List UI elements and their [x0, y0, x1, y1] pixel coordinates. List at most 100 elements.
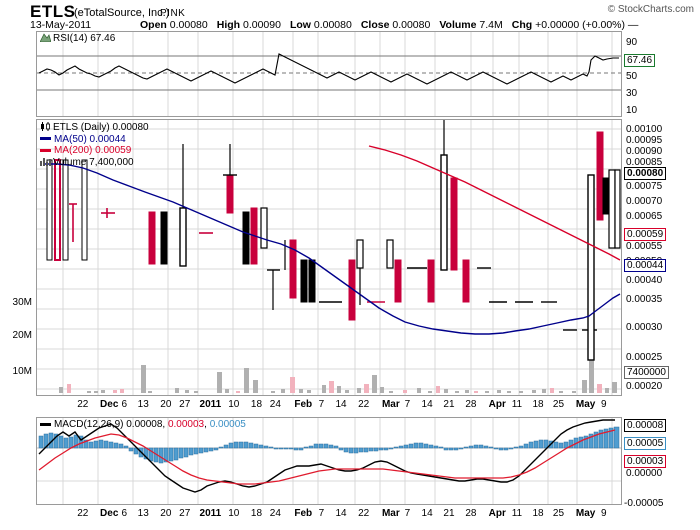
price-ytick-5: 0.00075 — [626, 181, 663, 192]
volume-ytick-10m: 10M — [12, 366, 32, 377]
x-axis-tick-24: 9 — [600, 508, 607, 519]
company-name: (eTotalSource, Inc.) — [74, 7, 170, 19]
rsi-value-callout: 67.46 — [624, 54, 656, 67]
quote-field-high: High 0.00090 — [217, 19, 281, 31]
x-axis-tick-12: 14 — [335, 508, 347, 519]
x-axis-tick-13: 22 — [358, 399, 370, 410]
x-axis-tick-10: Feb — [294, 399, 313, 410]
market-label: PINK — [160, 8, 186, 19]
x-axis-tick-15: 7 — [404, 508, 411, 519]
volume-bars-icon — [40, 157, 51, 166]
macd-line — [38, 419, 615, 493]
x-axis-tick-16: 14 — [421, 399, 433, 410]
price-ytick-12: 0.00040 — [626, 275, 663, 286]
x-axis-tick-6: 2011 — [199, 399, 222, 410]
macd-legend-sep2: , — [204, 419, 207, 430]
quote-summary-row: 13-May-2011 Open 0.00080 High 0.00090 Low 0… — [30, 20, 647, 31]
x-axis-tick-16: 14 — [421, 508, 433, 519]
rsi-legend-row: RSI(14) 67.46 — [40, 33, 115, 45]
x-axis-tick-5: 27 — [179, 399, 191, 410]
price-ytick-15: 0.00025 — [626, 352, 663, 363]
macd-histogram — [38, 426, 620, 464]
rsi-ytick-50: 50 — [626, 71, 638, 82]
x-axis-tick-23: May — [575, 508, 596, 519]
macd-signal-line — [38, 429, 616, 485]
volume-ytick-30m: 30M — [12, 297, 32, 308]
rsi-gridlines — [62, 32, 613, 116]
price-ytick-13: 0.00035 — [626, 294, 663, 305]
quote-value-high: 0.00090 — [242, 19, 281, 31]
quote-label-volume: Volume — [439, 19, 477, 31]
ma200-line — [368, 145, 621, 261]
quote-label-close: Close — [360, 19, 390, 31]
price-legend: ETLS (Daily) 0.00080 MA(50) 0.00044 MA(2… — [40, 122, 149, 168]
x-axis-tick-3: 13 — [137, 399, 149, 410]
macd-callout-hist: 0.00005 — [624, 437, 667, 450]
stockcharts-brand: © StockCharts.com — [607, 4, 694, 15]
x-axis-tick-8: 18 — [250, 508, 263, 519]
price-close-callout: 0.00080 — [624, 167, 667, 180]
ticker-symbol: ETLS — [30, 2, 76, 21]
price-legend-ma200-label: MA(200) 0.00059 — [54, 145, 132, 156]
ma50-line — [45, 163, 621, 335]
x-axis-tick-2: 6 — [121, 508, 128, 519]
chg-flat-icon: — — [627, 19, 639, 31]
price-legend-etls-label: ETLS (Daily) 0.00080 — [53, 122, 149, 133]
price-legend-ma50-label: MA(50) 0.00044 — [54, 133, 126, 145]
quote-field-open: Open 0.00080 — [140, 19, 208, 31]
rsi-line — [38, 53, 619, 85]
x-axis-tick-19: Apr — [488, 508, 506, 519]
ma50-swatch-icon — [40, 137, 51, 141]
x-axis-tick-0: 22 — [77, 399, 89, 410]
price-panel — [36, 119, 622, 396]
x-axis-tick-17: 21 — [443, 399, 455, 410]
quote-label-chg: Chg — [511, 19, 533, 31]
quote-value-chg: +0.00000 (+0.00%) — [535, 19, 625, 31]
price-ytick-1: 0.00095 — [626, 135, 663, 146]
quote-value-close: 0.00080 — [392, 19, 431, 31]
x-axis-tick-9: 24 — [269, 508, 281, 519]
x-axis-tick-3: 13 — [137, 508, 149, 519]
macd-legend-value-macd: 0.00008 — [126, 419, 163, 430]
rsi-mountain-icon — [40, 33, 51, 42]
x-axis-tick-7: 10 — [228, 399, 240, 410]
x-axis-tick-9: 24 — [269, 399, 281, 410]
price-legend-ma200: MA(200) 0.00059 — [40, 145, 149, 157]
x-axis-tick-10: Feb — [294, 508, 313, 519]
x-axis-tick-11: 7 — [318, 508, 325, 519]
x-axis-tick-24: 9 — [600, 399, 607, 410]
x-axis-tick-5: 27 — [179, 508, 191, 519]
quote-value-low: 0.00080 — [313, 19, 352, 31]
rsi-ytick-10: 10 — [626, 105, 638, 116]
macd-vgrid — [62, 418, 613, 504]
x-axis-tick-21: 18 — [532, 508, 544, 519]
quote-field-close: Close 0.00080 — [361, 19, 430, 31]
macd-legend: MACD(12,26,9) 0.00008, 0.00003, 0.00005 — [40, 419, 246, 431]
quote-label-high: High — [216, 19, 241, 31]
price-hgrid — [37, 128, 621, 390]
quote-value-volume: 7.4M — [479, 19, 503, 31]
x-axis-tick-22: 25 — [552, 399, 565, 410]
rsi-legend: RSI(14) 67.46 — [40, 33, 115, 45]
price-legend-etls: ETLS (Daily) 0.00080 — [40, 122, 149, 134]
macd-ytick-zero: 0.00000 — [626, 468, 663, 479]
x-axis-tick-21: 18 — [532, 399, 544, 410]
price-ytick-9: 0.00055 — [626, 241, 663, 252]
x-axis-tick-17: 21 — [443, 508, 455, 519]
x-axis-tick-11: 7 — [318, 399, 325, 410]
price-ytick-7: 0.00065 — [626, 211, 663, 222]
macd-callout-signal: 0.00003 — [624, 455, 667, 468]
x-axis-tick-4: 20 — [160, 399, 172, 410]
x-axis-tick-23: May — [575, 399, 596, 410]
macd-panel — [36, 417, 622, 505]
quote-date: 13-May-2011 — [30, 19, 92, 31]
rsi-plot — [37, 32, 621, 116]
price-ytick-0: 0.00100 — [626, 124, 663, 135]
macd-legend-label: MACD(12,26,9) — [54, 419, 124, 430]
quote-field-low: Low 0.00080 — [290, 19, 352, 31]
rsi-ytick-90: 90 — [626, 37, 638, 48]
ma200-callout: 0.00059 — [624, 228, 667, 241]
x-axis-tick-0: 22 — [77, 508, 89, 519]
rsi-panel — [36, 31, 622, 117]
